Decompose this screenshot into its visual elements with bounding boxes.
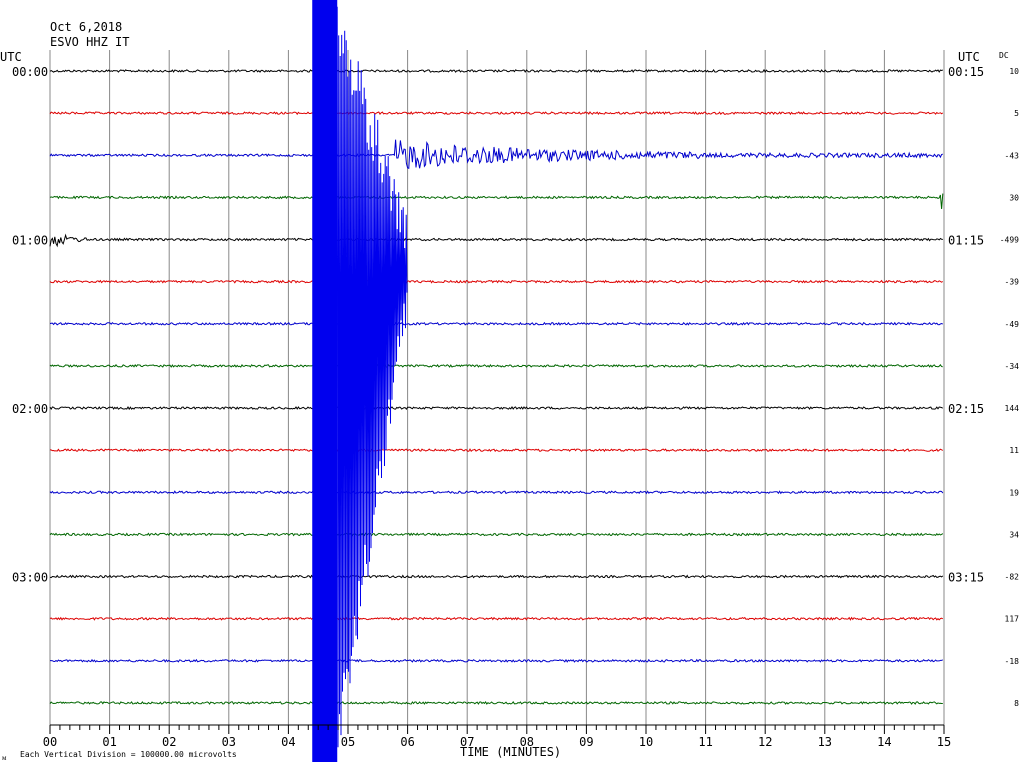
trace-row-14: [50, 658, 944, 663]
x-tick-label-8: 08: [520, 735, 534, 749]
dc-offset-5: -39: [1005, 278, 1020, 287]
dc-offset-13: 117: [1005, 615, 1020, 624]
x-axis: 00 01 02 03 04 05 06 07 08 09 10 11 12 13 14 15: [43, 724, 951, 749]
trace-row-5: [49, 279, 944, 284]
x-tick-label-5: 05: [341, 735, 355, 749]
left-time-label-0: 00:00: [12, 65, 48, 79]
trace-row-9: [49, 448, 944, 453]
trace-row-15: [49, 701, 943, 705]
dc-offset-12: -82: [1005, 573, 1020, 582]
utc-left-label: UTC: [0, 50, 22, 64]
dc-offset-2: -43: [1005, 151, 1020, 160]
x-tick-label-15: 15: [937, 735, 951, 749]
right-time-labels: 00:15 01:15 02:15 03:15: [948, 65, 984, 585]
dc-offset-8: 144: [1005, 404, 1020, 413]
x-tick-label-12: 12: [758, 735, 772, 749]
x-tick-label-9: 09: [579, 735, 593, 749]
trace-row-2: [49, 139, 943, 169]
trace-row-8: [49, 406, 944, 411]
x-axis-title: TIME (MINUTES): [460, 745, 561, 759]
right-time-label-2: 02:15: [948, 402, 984, 416]
x-tick-label-4: 04: [281, 735, 295, 749]
dc-offset-4: -499: [1000, 236, 1019, 245]
dc-offset-3: 30: [1009, 193, 1019, 202]
corner-mark: ᴍ: [2, 754, 7, 762]
x-tick-label-10: 10: [639, 735, 653, 749]
station-code: ESVO HHZ IT: [50, 35, 129, 49]
dc-offset-0: 10: [1009, 67, 1019, 76]
left-time-labels: 00:00 01:00 02:00 03:00: [12, 65, 48, 585]
scale-note: Each Vertical Division = 100000.00 micro…: [20, 750, 237, 759]
trace-row-13: [49, 616, 944, 621]
x-tick-label-3: 03: [222, 735, 236, 749]
x-tick-label-1: 01: [102, 735, 116, 749]
quake-saturated-block: [312, 0, 338, 762]
x-tick-label-11: 11: [698, 735, 712, 749]
dc-offset-11: 34: [1009, 530, 1019, 539]
x-tick-label-13: 13: [818, 735, 832, 749]
trace-row-11: [49, 532, 944, 537]
dc-offset-labels: 10 5 -43 30 -499 -39 -49 -34 144 11 19 34 -82 117 -18 8: [1000, 67, 1019, 708]
dc-offset-9: 11: [1009, 446, 1019, 455]
quake-oscillation: [336, 6, 408, 748]
right-time-label-3: 03:15: [948, 571, 984, 585]
dc-header: DC: [999, 51, 1009, 60]
right-time-label-0: 00:15: [948, 65, 984, 79]
dc-offset-10: 19: [1009, 488, 1019, 497]
trace-row-4: [49, 233, 943, 248]
utc-right-label: UTC: [958, 50, 980, 64]
x-tick-label-2: 02: [162, 735, 176, 749]
trace-row-3: [49, 193, 944, 209]
left-time-label-2: 02:00: [12, 402, 48, 416]
trace-row-7: [49, 363, 943, 368]
trace-row-10: [49, 490, 944, 495]
dc-offset-6: -49: [1005, 320, 1020, 329]
x-tick-label-14: 14: [877, 735, 891, 749]
dc-offset-1: 5: [1014, 109, 1019, 118]
trace-row-1: [49, 111, 944, 116]
record-date: Oct 6,2018: [50, 20, 122, 34]
left-time-label-1: 01:00: [12, 234, 48, 248]
right-time-label-1: 01:15: [948, 234, 984, 248]
left-time-label-3: 03:00: [12, 571, 48, 585]
trace-row-0: [49, 68, 943, 73]
dc-offset-15: 8: [1014, 699, 1019, 708]
trace-row-6: [49, 321, 944, 326]
earthquake-burst: [312, 0, 408, 762]
x-tick-label-7: 07: [460, 735, 474, 749]
trace-row-12: [49, 574, 944, 579]
x-tick-label-0: 00: [43, 735, 57, 749]
dc-offset-14: -18: [1005, 657, 1020, 666]
seismic-traces: [49, 68, 944, 705]
dc-offset-7: -34: [1005, 362, 1020, 371]
x-tick-label-6: 06: [400, 735, 414, 749]
time-gridlines: [49, 50, 945, 725]
